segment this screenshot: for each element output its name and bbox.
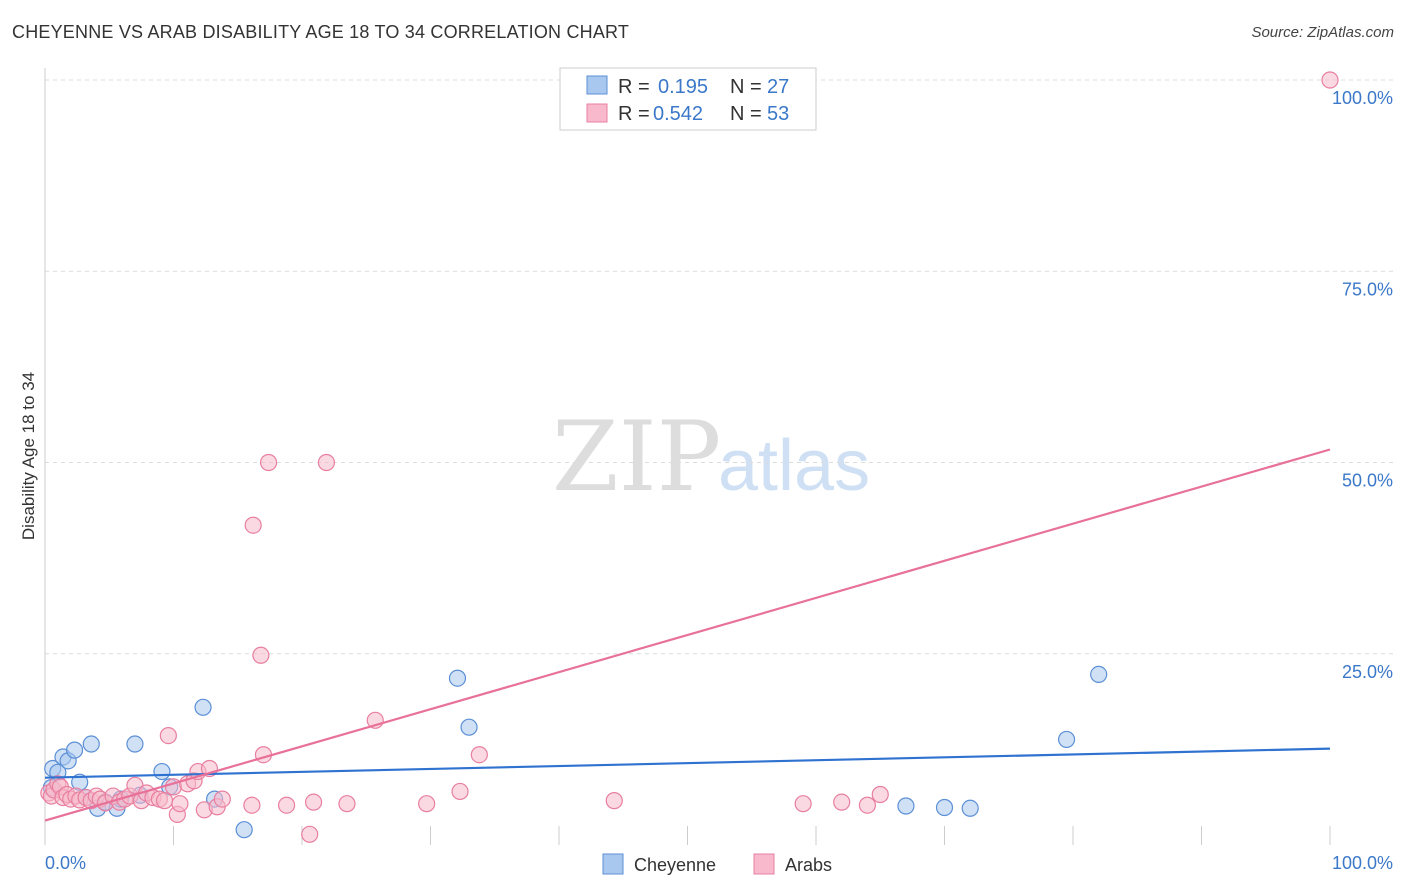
- data-point-cheyenne: [153, 762, 171, 781]
- legend-n-label: N =: [730, 103, 762, 125]
- data-point-cheyenne: [126, 735, 144, 753]
- data-point-cheyenne: [448, 669, 467, 687]
- data-point-arabs: [171, 795, 189, 813]
- data-point-cheyenne: [460, 718, 478, 736]
- y-axis-title: Disability Age 18 to 34: [19, 372, 38, 540]
- y-tick-label: 75.0%: [1342, 279, 1393, 299]
- bottom-legend-swatch-arabs: [753, 853, 775, 875]
- data-point-arabs: [833, 793, 851, 811]
- data-point-cheyenne: [897, 797, 915, 815]
- data-point-arabs: [317, 453, 336, 472]
- legend-n-label: N =: [730, 76, 762, 98]
- trend-line-cheyenne: [44, 747, 1331, 779]
- legend-r-value: 0.542: [653, 103, 703, 125]
- legend-r-label: R =: [618, 76, 650, 98]
- bottom-legend-label-arabs: Arabs: [785, 855, 832, 875]
- bottom-legend-swatch-cheyenne: [602, 853, 624, 875]
- data-point-arabs: [794, 795, 812, 813]
- watermark: ZIP atlas: [552, 401, 870, 513]
- watermark-zip: ZIP: [552, 401, 721, 513]
- data-point-arabs: [871, 785, 889, 804]
- data-point-cheyenne: [194, 698, 212, 716]
- data-point-arabs: [451, 782, 469, 801]
- legend-swatch-cheyenne: [586, 75, 608, 95]
- series-legend: Cheyenne Arabs: [602, 853, 832, 875]
- data-point-arabs: [159, 727, 177, 745]
- data-point-arabs: [213, 790, 231, 808]
- data-point-arabs: [259, 453, 278, 472]
- data-point-arabs: [858, 796, 877, 814]
- data-point-arabs: [338, 795, 356, 813]
- chart-title: CHEYENNE VS ARAB DISABILITY AGE 18 TO 34…: [12, 22, 630, 42]
- grid-layer: [45, 79, 1395, 655]
- axis-layer: 25.0% 50.0% 75.0% 100.0% 0.0% 100.0%: [44, 68, 1393, 873]
- legend-n-value: 53: [767, 103, 789, 125]
- y-tick-label: 25.0%: [1342, 662, 1393, 682]
- data-point-cheyenne: [65, 741, 84, 759]
- y-tick-label: 50.0%: [1342, 471, 1393, 491]
- data-point-arabs: [304, 793, 323, 811]
- trend-layer: [44, 448, 1331, 822]
- bottom-legend-label-cheyenne: Cheyenne: [634, 855, 716, 875]
- correlation-legend: R = 0.195 N = 27 R = 0.542 N = 53: [559, 67, 817, 131]
- data-point-arabs: [277, 796, 296, 814]
- x-tick-label: 0.0%: [45, 853, 86, 873]
- legend-n-value: 27: [767, 76, 789, 98]
- x-tick-label: 100.0%: [1332, 853, 1393, 873]
- watermark-atlas: atlas: [718, 426, 870, 506]
- data-point-cheyenne: [961, 799, 979, 817]
- data-point-cheyenne: [235, 821, 253, 839]
- data-point-arabs: [243, 796, 261, 814]
- data-point-arabs: [155, 792, 174, 810]
- data-point-cheyenne: [1057, 730, 1076, 749]
- data-point-arabs: [1321, 71, 1339, 89]
- data-point-arabs: [244, 516, 262, 534]
- source-label: Source: ZipAtlas.com: [1251, 24, 1394, 41]
- y-tick-label: 100.0%: [1332, 88, 1393, 108]
- data-point-cheyenne: [1090, 665, 1108, 684]
- trend-line-arabs: [44, 448, 1331, 822]
- data-point-arabs: [418, 795, 436, 813]
- data-point-cheyenne: [82, 735, 100, 753]
- data-point-cheyenne: [935, 798, 954, 817]
- legend-r-label: R =: [618, 103, 650, 125]
- data-point-arabs: [470, 746, 488, 764]
- legend-r-value: 0.195: [658, 76, 708, 98]
- data-point-arabs: [605, 792, 623, 810]
- data-point-arabs: [301, 825, 319, 843]
- legend-swatch-arabs: [586, 103, 608, 123]
- data-point-arabs: [252, 646, 270, 664]
